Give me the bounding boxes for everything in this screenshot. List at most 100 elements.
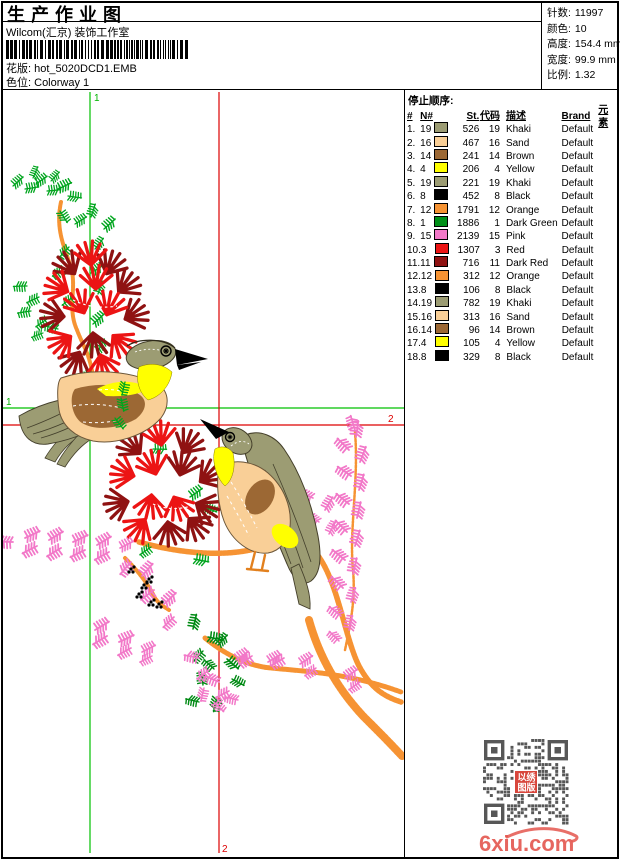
row-description: Brown xyxy=(506,325,535,337)
row-number: 3. xyxy=(407,150,416,162)
row-code: 19 xyxy=(489,298,501,310)
row-needle: 19 xyxy=(420,177,432,189)
row-stitches: 221 xyxy=(462,177,480,189)
bird-right-coverts xyxy=(245,479,275,515)
panel-divider xyxy=(404,90,405,857)
row-needle: 1 xyxy=(420,217,426,229)
row-code: 3 xyxy=(494,244,501,256)
stop-sequence-panel: 停止顺序: # N# St. 代码 描述 Brand 元素 1. 19 526 … xyxy=(406,90,617,857)
col-element: 元素 xyxy=(598,104,609,129)
stop-sequence-row: 14. 19 782 19 Khaki Default xyxy=(407,296,617,310)
row-stitches: 241 xyxy=(462,150,480,162)
stop-sequence-row: 7. 12 1791 12 Orange Default xyxy=(407,202,617,216)
row-needle: 12 xyxy=(420,204,432,216)
bird-right-legs xyxy=(245,550,270,573)
row-code: 12 xyxy=(489,271,501,283)
info-item: 针数: 11997 xyxy=(547,7,604,19)
row-brand: Default xyxy=(561,191,594,203)
row-number: 4. xyxy=(407,164,416,176)
row-code: 4 xyxy=(494,164,500,176)
row-stitches: 467 xyxy=(462,137,480,149)
thread-color-swatch xyxy=(434,229,449,241)
stop-sequence-row: 9. 15 2139 15 Pink Default xyxy=(407,229,617,243)
row-description: Khaki xyxy=(505,177,531,189)
stop-sequence-row: 13. 8 106 8 Black Default xyxy=(407,282,617,297)
info-item: 比例: 1.32 xyxy=(547,69,596,81)
row-number: 12. xyxy=(407,271,421,283)
row-brand: Default xyxy=(561,351,594,363)
col-hash: # xyxy=(407,111,413,122)
qr-stamp: 以绣 图版 xyxy=(515,771,537,793)
stop-sequence-row: 17. 4 105 4 Yellow Default xyxy=(407,336,617,350)
row-code: 16 xyxy=(489,311,501,323)
row-stitches: 312 xyxy=(463,271,480,283)
row-description: Dark Green xyxy=(505,217,558,229)
thread-color-swatch xyxy=(434,349,449,361)
thread-color-swatch xyxy=(434,135,449,147)
guide-label-red-right: 2 xyxy=(388,414,394,425)
col-description: 描述 xyxy=(505,111,526,122)
row-brand: Default xyxy=(561,164,594,176)
row-needle: 14 xyxy=(420,325,433,337)
stop-sequence-row: 8. 1 1886 1 Dark Green Default xyxy=(407,215,617,230)
row-description: Sand xyxy=(506,311,530,323)
row-needle: 12 xyxy=(420,271,433,283)
row-stitches: 782 xyxy=(463,298,480,310)
stop-sequence-row: 6. 8 452 8 Black Default xyxy=(407,189,617,203)
row-description: Khaki xyxy=(506,298,532,310)
row-number: 8. xyxy=(407,217,416,229)
col-needle: N# xyxy=(420,111,433,122)
page-title: 生产作业图 xyxy=(7,5,127,25)
bird-right-tail xyxy=(290,563,311,610)
row-code: 4 xyxy=(494,338,501,350)
row-number: 14. xyxy=(407,298,421,310)
thread-color-swatch xyxy=(434,282,449,294)
stop-sequence-header: # N# St. 代码 描述 Brand 元素 xyxy=(407,105,617,129)
row-number: 2. xyxy=(407,137,416,149)
row-needle: 8 xyxy=(420,351,427,363)
info-item: 宽度: 99.9 mm xyxy=(547,53,616,66)
stop-sequence-row: 15. 16 313 16 Sand Default xyxy=(407,309,617,323)
row-needle: 14 xyxy=(420,150,432,162)
thread-color-swatch xyxy=(434,148,449,160)
site-watermark: 6xiu.com xyxy=(479,827,579,856)
watermark-swoosh xyxy=(505,827,579,843)
row-stitches: 106 xyxy=(463,284,480,296)
row-needle: 19 xyxy=(420,124,432,136)
row-stitches: 1307 xyxy=(457,244,480,256)
row-brand: Default xyxy=(561,258,594,270)
design-info-box: 针数: 11997 颜色: 10 高度: 154.4 mm 宽度: 99.9 mm 比例: 1.3… xyxy=(541,3,620,89)
thread-color-swatch xyxy=(434,269,449,281)
row-brand: Default xyxy=(561,338,594,350)
guide-label-green-top: 1 xyxy=(94,93,100,104)
row-brand: Default xyxy=(561,150,594,162)
guide-label-green-left: 1 xyxy=(6,397,12,408)
row-number: 13. xyxy=(407,284,421,296)
bird-right-belly xyxy=(271,523,299,549)
stop-sequence-row: 5. 19 221 19 Khaki Default xyxy=(407,175,617,190)
row-needle: 3 xyxy=(420,244,427,256)
row-stitches: 105 xyxy=(463,338,480,350)
design-canvas: 1 1 2 2 xyxy=(3,92,404,855)
row-description: Red xyxy=(506,244,525,256)
stop-sequence-row: 12. 12 312 12 Orange Default xyxy=(407,269,617,283)
thread-color-swatch xyxy=(434,189,449,201)
svg-text:图版: 图版 xyxy=(518,782,536,793)
row-stitches: 329 xyxy=(463,351,480,363)
info-item: 高度: 154.4 mm xyxy=(547,38,620,50)
stop-sequence-row: 11. 11 716 11 Dark Red Default xyxy=(407,256,617,270)
row-description: Yellow xyxy=(506,338,535,350)
pattern-file-line: 花版: hot_5020DCD1.EMB xyxy=(6,60,137,76)
bird-left-throat xyxy=(137,364,173,401)
row-brand: Default xyxy=(561,137,594,149)
col-stitches: St. xyxy=(466,111,480,122)
black-buds xyxy=(127,565,164,609)
title-rule xyxy=(3,21,542,22)
row-code: 14 xyxy=(488,150,500,162)
row-code: 14 xyxy=(489,325,501,337)
row-needle: 11 xyxy=(420,258,431,270)
guide-label-red-bottom: 2 xyxy=(222,844,228,855)
row-stitches: 96 xyxy=(468,325,480,337)
stop-sequence-row: 3. 14 241 14 Brown Default xyxy=(407,148,617,163)
